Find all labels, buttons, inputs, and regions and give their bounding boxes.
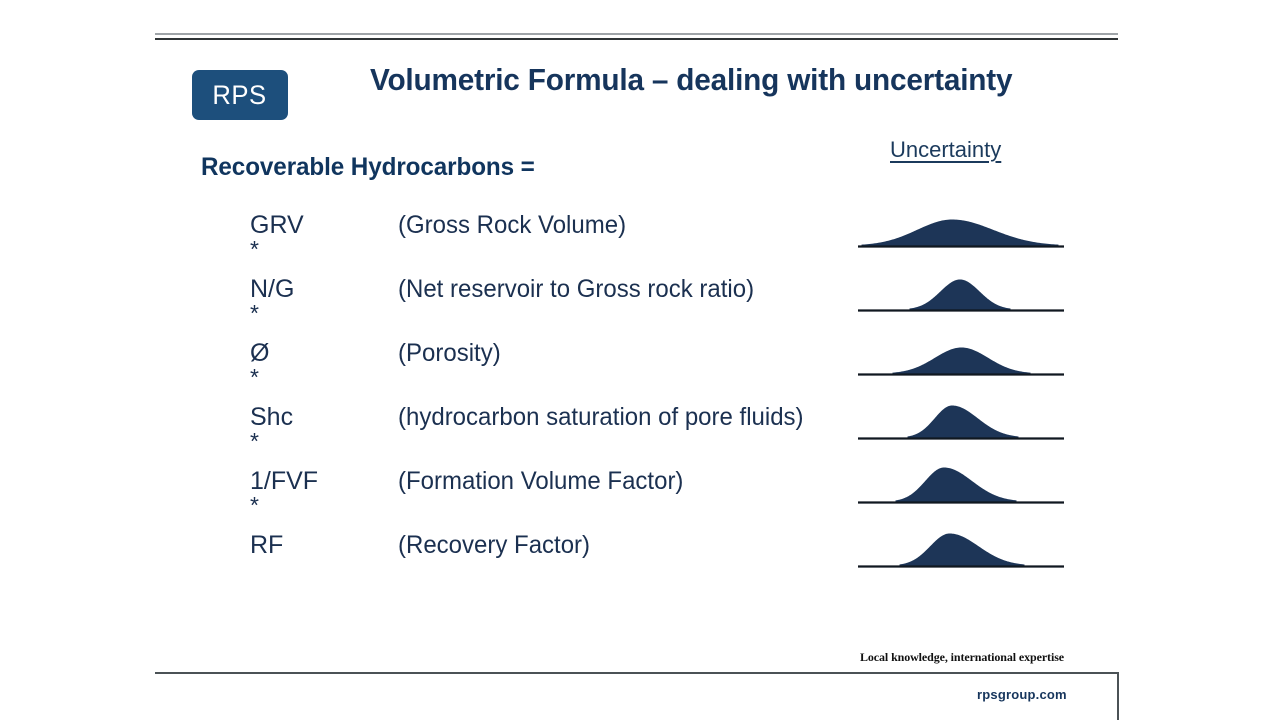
rps-logo: RPS bbox=[192, 70, 288, 120]
formula-description: (Porosity) bbox=[398, 339, 501, 367]
formula-row: 1/FVF (Formation Volume Factor) * bbox=[250, 468, 870, 532]
formula-description: (Net reservoir to Gross rock ratio) bbox=[398, 275, 755, 303]
footer-rule bbox=[155, 672, 1118, 674]
formula-symbol: GRV bbox=[250, 211, 304, 239]
rps-logo-text: RPS bbox=[212, 79, 268, 110]
formula-symbol: Shc bbox=[250, 403, 294, 431]
formula-symbol: Ø bbox=[250, 339, 270, 367]
formula-row: RF (Recovery Factor) bbox=[250, 532, 870, 596]
formula-list: GRV (Gross Rock Volume) * N/G (Net reser… bbox=[250, 212, 870, 596]
distribution-curve-rf bbox=[858, 526, 1073, 590]
distribution-curve-shc bbox=[858, 398, 1073, 462]
formula-heading: Recoverable Hydrocarbons = bbox=[201, 153, 535, 181]
formula-row: Shc (hydrocarbon saturation of pore flui… bbox=[250, 404, 870, 468]
formula-description: (hydrocarbon saturation of pore fluids) bbox=[398, 403, 804, 431]
footer-tagline: Local knowledge, international expertise bbox=[860, 650, 1064, 664]
distribution-curve-porosity bbox=[858, 334, 1073, 398]
footer-website: rpsgroup.com bbox=[977, 687, 1067, 702]
formula-row: N/G (Net reservoir to Gross rock ratio) … bbox=[250, 276, 870, 340]
formula-symbol: RF bbox=[250, 531, 284, 559]
uncertainty-curves bbox=[858, 206, 1088, 590]
distribution-curve-ng bbox=[858, 270, 1073, 334]
formula-description: (Recovery Factor) bbox=[398, 531, 591, 559]
slide-title: Volumetric Formula – dealing with uncert… bbox=[370, 62, 1013, 97]
formula-operator: * bbox=[250, 364, 259, 390]
distribution-curve-fvf bbox=[858, 462, 1073, 526]
formula-operator: * bbox=[250, 428, 259, 454]
formula-row: Ø (Porosity) * bbox=[250, 340, 870, 404]
uncertainty-column-label: Uncertainty bbox=[890, 137, 1002, 162]
formula-symbol: N/G bbox=[250, 275, 295, 303]
formula-description: (Gross Rock Volume) bbox=[398, 211, 627, 239]
formula-row: GRV (Gross Rock Volume) * bbox=[250, 212, 870, 276]
footer-rule-vertical bbox=[1117, 672, 1119, 720]
formula-symbol: 1/FVF bbox=[250, 467, 319, 495]
formula-operator: * bbox=[250, 492, 259, 518]
formula-operator: * bbox=[250, 300, 259, 326]
header-rule-dark bbox=[155, 38, 1118, 40]
header-rule-light bbox=[155, 33, 1118, 35]
formula-operator: * bbox=[250, 236, 259, 262]
distribution-curve-grv bbox=[858, 206, 1073, 270]
formula-description: (Formation Volume Factor) bbox=[398, 467, 684, 495]
